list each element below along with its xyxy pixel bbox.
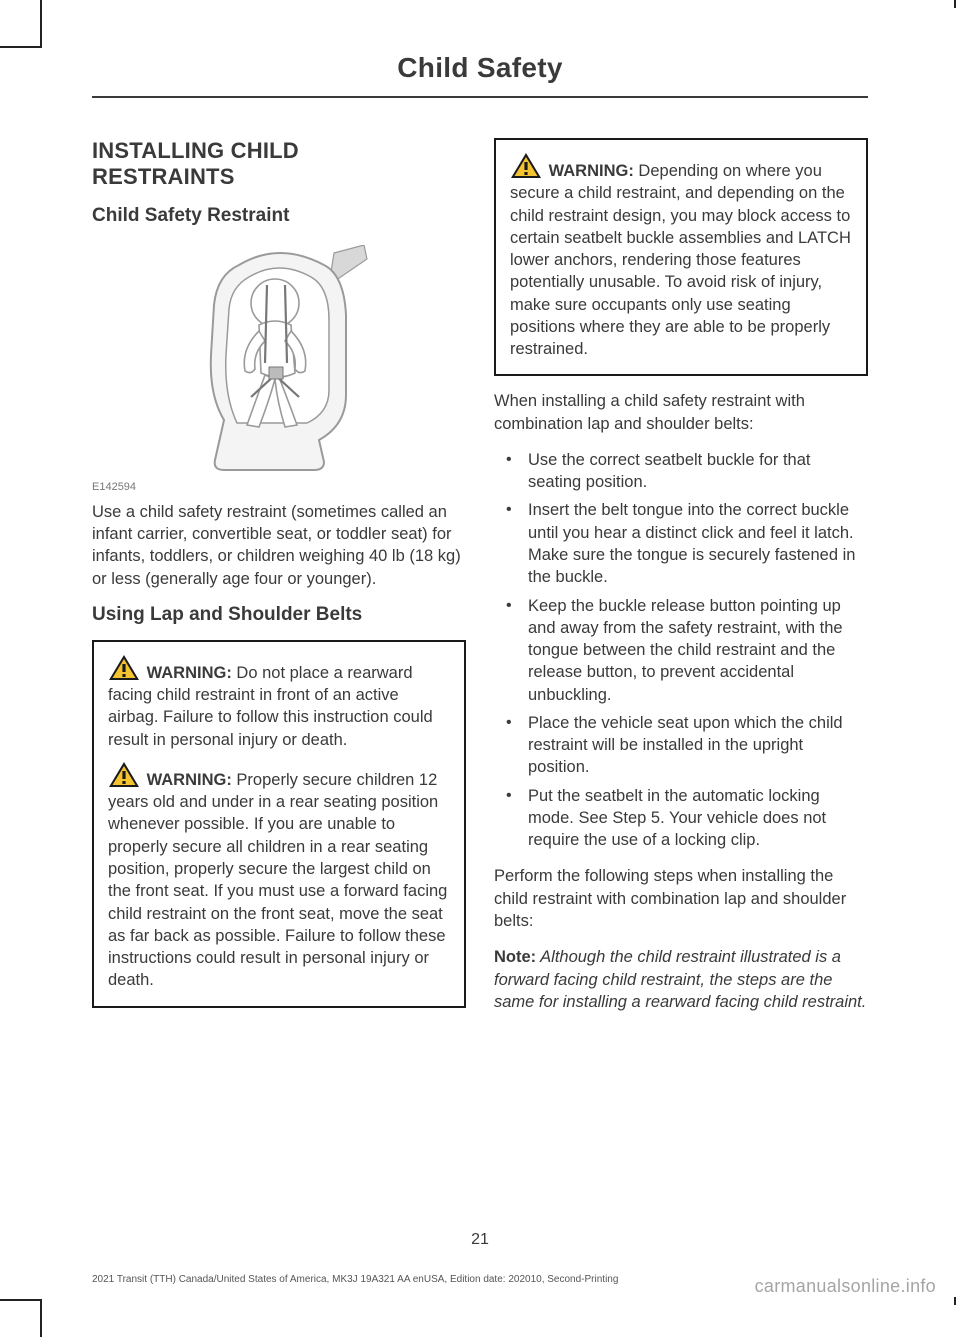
bullet-item: Insert the belt tongue into the correct … [494,499,868,588]
section-heading: INSTALLING CHILD RESTRAINTS [92,138,466,191]
warning-body-2: Properly secure children 12 years old an… [108,771,447,989]
bullet-item: Use the correct seatbelt buckle for that… [494,449,868,494]
figure-id: E142594 [92,481,466,493]
watermark: carmanualsonline.info [755,1276,936,1297]
paragraph-perform-steps: Perform the following steps when install… [494,865,868,932]
section-heading-line2: RESTRAINTS [92,164,235,189]
warning-block-3: WARNING: Depending on where you secure a… [510,152,852,360]
footer-text: 2021 Transit (TTH) Canada/United States … [92,1274,618,1285]
bullet-item: Keep the buckle release button pointing … [494,595,868,706]
content-area: INSTALLING CHILD RESTRAINTS Child Safety… [0,98,960,1027]
section-heading-line1: INSTALLING CHILD [92,138,299,163]
crop-mark [0,46,42,48]
warning-text-3: WARNING: Depending on where you secure a… [510,162,851,358]
note-text: Although the child restraint illustrated… [494,948,866,1011]
paragraph-restraint-intro: Use a child safety restraint (sometimes … [92,501,466,590]
warning-triangle-icon [510,152,542,180]
sub-heading-belts: Using Lap and Shoulder Belts [92,604,466,626]
warning-block-2: WARNING: Properly secure children 12 yea… [108,761,450,992]
warning-block-1: WARNING: Do not place a rearward facing … [108,654,450,751]
warning-box-left: WARNING: Do not place a rearward facing … [92,640,466,1008]
crop-mark [40,1299,42,1337]
crop-mark [40,0,42,48]
bullet-list: Use the correct seatbelt buckle for that… [494,449,868,852]
crop-mark [0,1299,42,1301]
warning-body-3: Depending on where you secure a child re… [510,162,851,358]
page-header: Child Safety [92,0,868,98]
sub-heading-restraint: Child Safety Restraint [92,205,466,227]
warning-label-3: WARNING: [549,162,634,180]
page-number: 21 [0,1231,960,1249]
warning-text-2: WARNING: Properly secure children 12 yea… [108,771,447,989]
warning-triangle-icon [108,654,140,682]
warning-box-right: WARNING: Depending on where you secure a… [494,138,868,376]
paragraph-install-intro: When installing a child safety restraint… [494,390,868,435]
page-title: Child Safety [92,52,868,84]
child-seat-icon [179,245,379,475]
crop-mark [954,0,956,8]
bullet-item: Place the vehicle seat upon which the ch… [494,712,868,779]
child-seat-illustration [92,241,466,479]
warning-triangle-icon [108,761,140,789]
note-label: Note: [494,948,536,966]
warning-label-1: WARNING: [147,664,232,682]
note-block: Note: Although the child restraint illus… [494,946,868,1013]
left-column: INSTALLING CHILD RESTRAINTS Child Safety… [92,138,466,1027]
warning-label-2: WARNING: [147,771,232,789]
crop-mark [954,1297,956,1305]
bullet-item: Put the seatbelt in the automatic lockin… [494,785,868,852]
warning-text-1: WARNING: Do not place a rearward facing … [108,664,433,749]
right-column: WARNING: Depending on where you secure a… [494,138,868,1027]
